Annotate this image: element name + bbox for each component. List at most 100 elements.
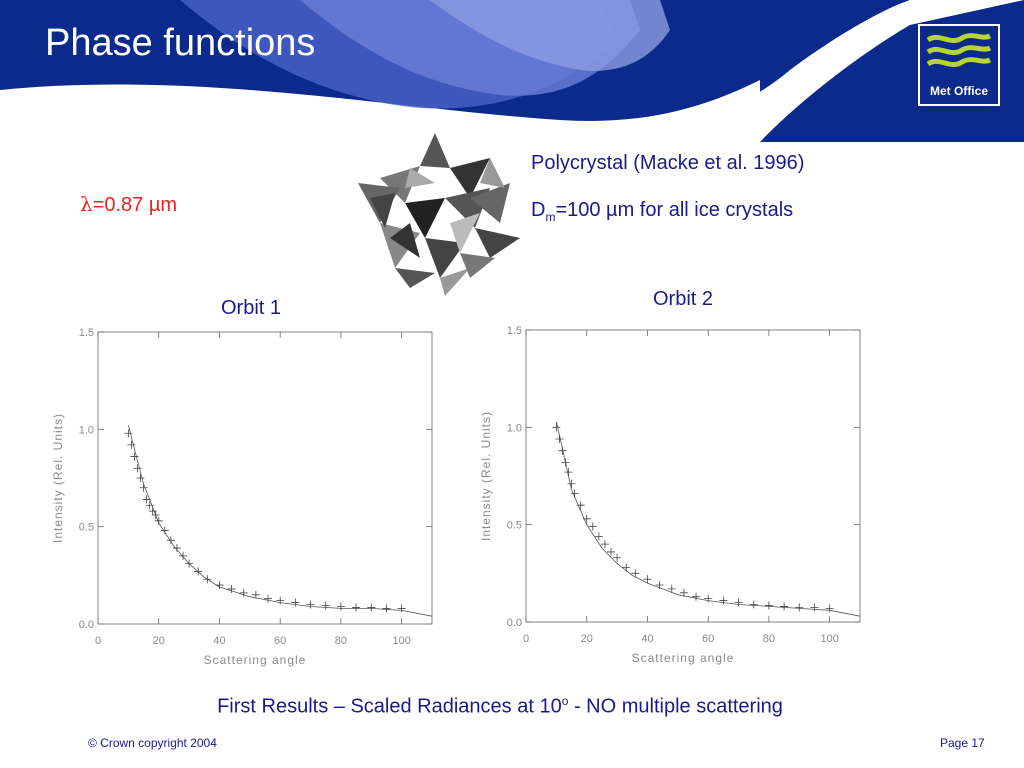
data-point [588,522,597,531]
caption-main: First Results – Scaled Radiances at 10 [217,695,562,718]
x-tick-label: 20 [153,635,165,647]
slide-title: Phase functions [45,22,316,64]
data-point [780,602,789,611]
caption-superscript: o [561,694,569,708]
banner-background [0,0,1024,142]
data-point [127,440,136,449]
data-point [564,468,573,477]
x-axis-label: Scattering angle [632,651,735,665]
copyright-notice: © Crown copyright 2004 [88,736,217,750]
data-point [179,551,188,560]
data-point [594,532,603,541]
data-point [692,592,701,601]
data-point [825,604,834,613]
data-point [552,423,561,432]
x-axis-label: Scattering angle [204,653,307,667]
data-point [613,553,622,562]
header-banner [0,0,1024,142]
data-point [130,452,139,461]
data-point [133,464,142,473]
data-point [251,590,260,599]
polycrystal-image [350,128,526,303]
data-point [166,536,175,545]
plot-frame [97,331,433,625]
y-tick-label: 1.5 [507,325,522,337]
data-point [600,540,609,549]
diameter-subscript: m [545,210,556,224]
data-point [607,547,616,556]
data-point [160,526,169,535]
data-point [367,603,376,612]
data-point [227,584,236,593]
x-tick-label: 80 [763,633,775,645]
met-office-logo: Met Office [918,24,1000,106]
y-tick-label: 1.0 [79,424,94,436]
data-point [142,495,151,504]
data-point [306,600,315,609]
data-point [291,598,300,607]
y-tick-label: 1.5 [79,327,94,339]
model-curve [556,421,861,617]
x-tick-label: 100 [392,635,410,647]
orbit-2-title: Orbit 2 [653,288,714,310]
wavelength-label: λ=0.87 µm [80,192,177,217]
data-point [558,446,567,455]
diameter-prefix: D [531,199,546,221]
x-tick-label: 0 [95,635,101,647]
x-tick-label: 40 [641,633,653,645]
wavelength-value: =0.87 µm [92,194,178,216]
page-number: Page 17 [940,736,985,750]
lambda-symbol: λ [80,192,93,216]
data-point [136,474,145,482]
orbit-1-title: Orbit 1 [221,297,282,319]
orbit-1-chart: 0.0 0.5 1.0 1.5 0 20 40 60 80 100 Scattering angle… [51,327,433,667]
data-point [172,544,181,553]
caption-rest: - NO multiple scattering [568,695,783,718]
x-tick-label: 40 [213,635,225,647]
x-tick-label: 80 [335,635,347,647]
data-point [239,588,248,597]
orbit-2-chart: 0.0 0.5 1.0 1.5 0 20 40 60 80 100 Scattering angle… [479,325,861,665]
data-point [151,510,160,519]
data-point [704,594,713,603]
data-point [734,598,743,607]
waves-icon [926,33,992,68]
data-point [321,601,330,610]
model-curve [128,425,433,617]
data-point [719,596,728,605]
y-tick-label: 0.0 [79,619,94,631]
x-tick-label: 100 [820,633,838,645]
diameter-text: =100 µm for all ice crystals [555,199,794,221]
data-point [215,581,224,590]
plot-frame [525,329,861,623]
y-tick-label: 0.5 [79,522,94,534]
data-point [795,603,804,612]
data-point [555,435,564,444]
data-point [764,601,773,610]
y-tick-label: 1.0 [507,422,522,434]
data-point [139,483,148,492]
x-tick-label: 20 [581,633,593,645]
y-axis-label: Intensity (Rel. Units) [51,413,65,543]
data-point [264,594,273,603]
data-point [336,602,345,611]
data-point [622,563,631,572]
data-point [382,604,391,613]
data-point [667,584,676,593]
data-point [352,603,361,612]
data-point [154,516,163,525]
x-tick-label: 0 [523,633,529,645]
data-point [567,479,576,488]
data-point [145,501,154,510]
data-point [643,575,652,584]
x-tick-label: 60 [274,635,286,647]
data-point [276,596,285,605]
data-point [203,575,212,584]
y-axis-label: Intensity (Rel. Units) [479,411,493,541]
logo-text: Met Office [929,84,988,98]
results-caption: First Results – Scaled Radiances at 10o … [0,694,1000,719]
data-point [397,604,406,613]
data-point [576,501,585,510]
data-point [582,514,591,523]
y-tick-label: 0.0 [507,617,522,629]
